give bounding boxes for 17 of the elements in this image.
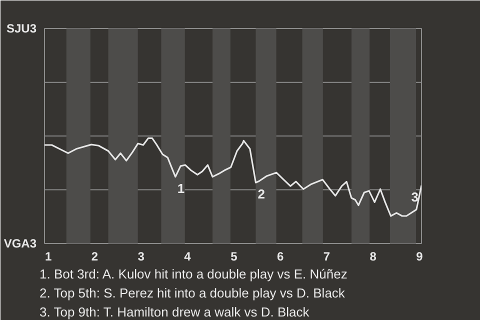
text: VGA3 (4, 236, 37, 250)
x-tick-label: 7 (323, 250, 330, 264)
x-tick-label: 5 (230, 250, 238, 264)
text: 3. Top 9th: T. Hamilton drew a walk vs D. Black (40, 304, 310, 320)
x-tick-label: 4 (184, 250, 192, 264)
x-tick-label: 2 (91, 250, 98, 264)
annotation: 3 (411, 189, 419, 204)
x-tick-label: 1 (45, 250, 52, 264)
x-tick-label: 8 (370, 250, 377, 264)
annotation: 2 (258, 186, 265, 202)
text: SJU3 (6, 22, 37, 36)
x-tick-label: 6 (276, 250, 284, 264)
x-tick-label: 9 (416, 250, 424, 264)
x-tick-label: 3 (138, 250, 145, 264)
text: 2. Top 5th: S. Perez hit into a double play vs D. Black (40, 286, 346, 300)
annotation: 1 (177, 180, 185, 196)
text: 1. Bot 3rd: A. Kulov hit into a double play vs E. Núñez (40, 266, 348, 282)
